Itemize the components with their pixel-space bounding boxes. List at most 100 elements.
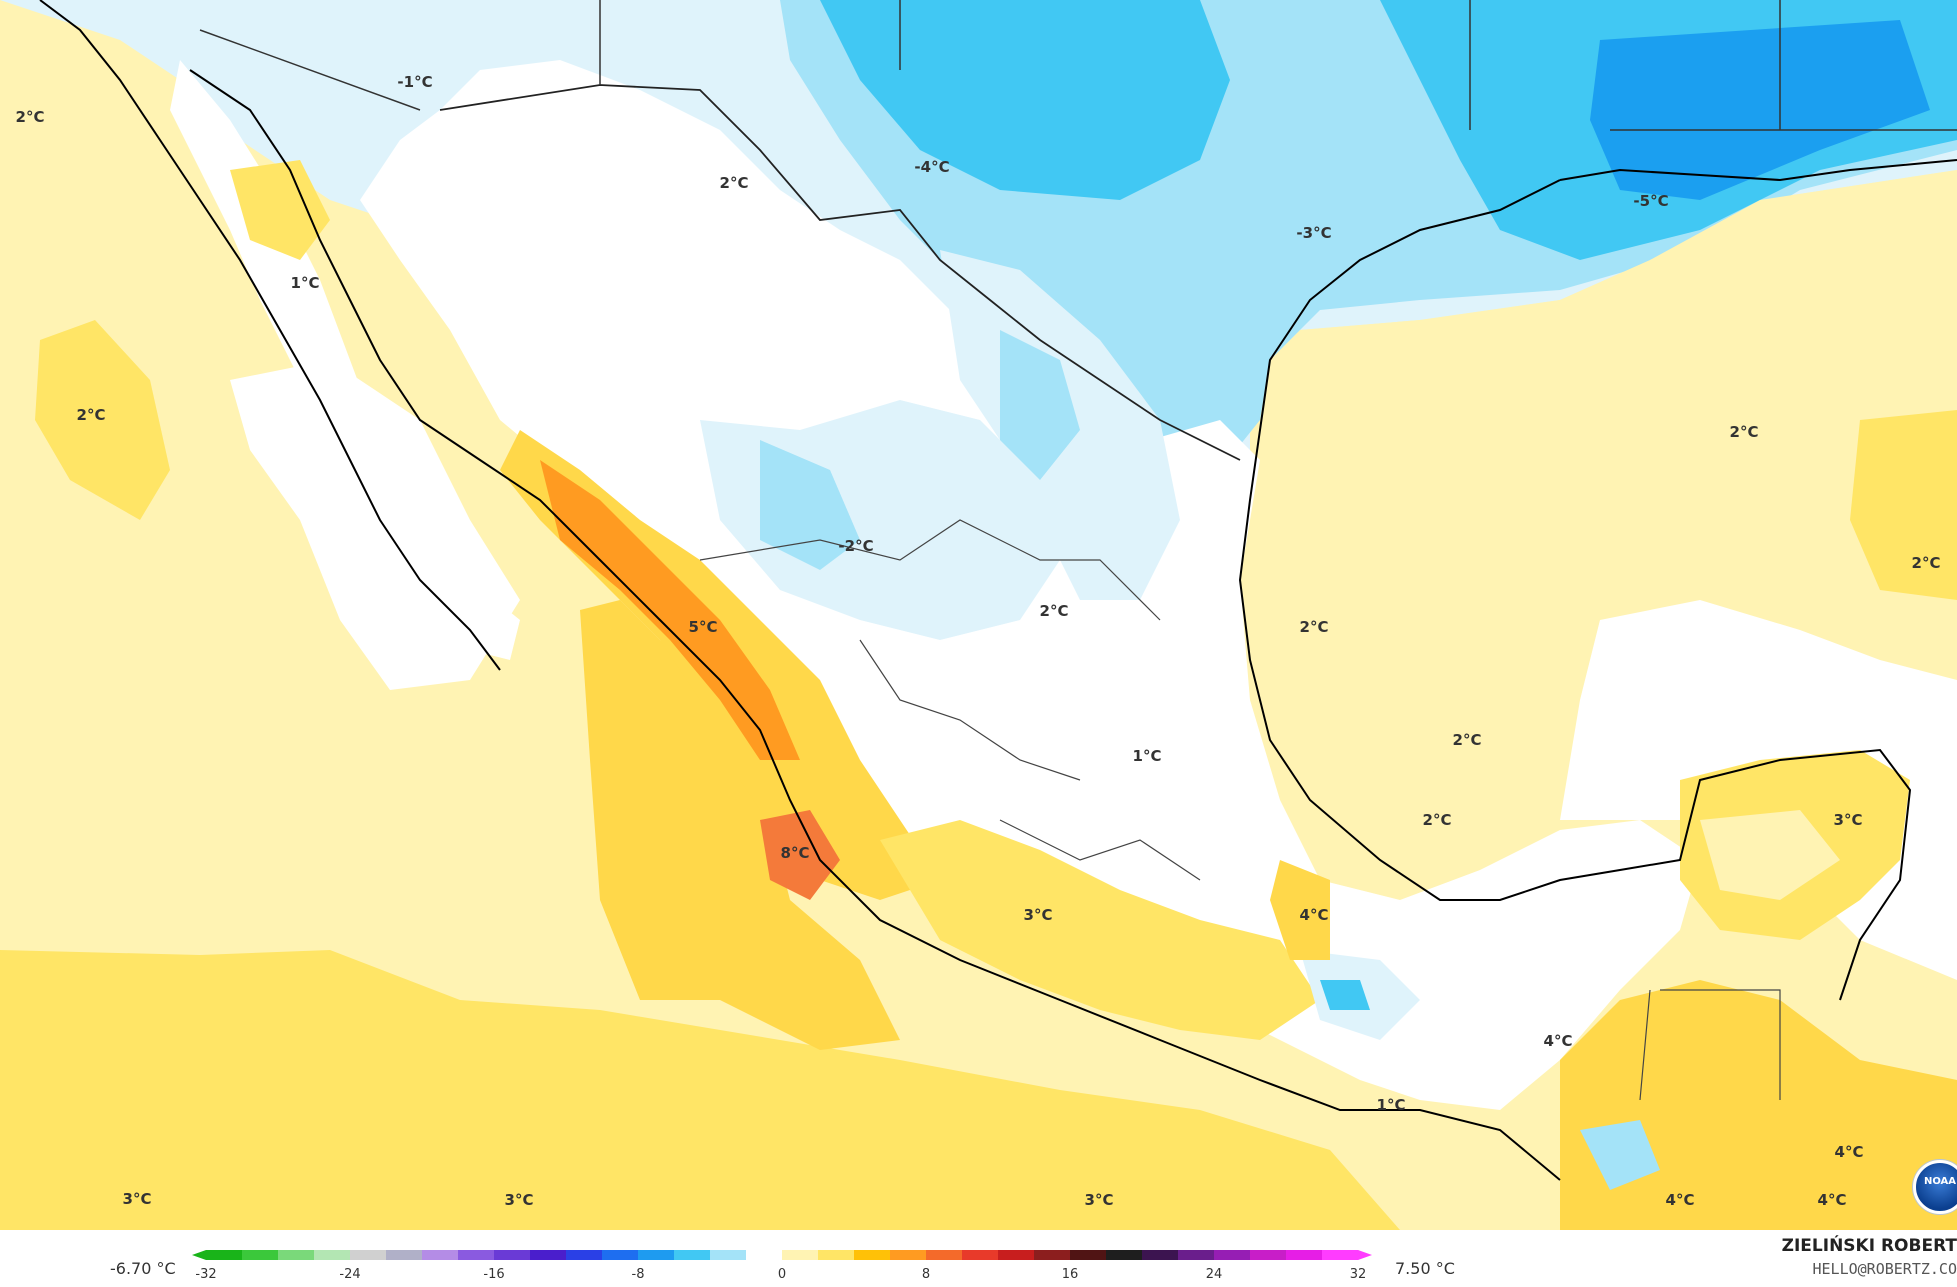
state-borders-mexico: [699, 519, 1781, 1101]
temp-label: 1°C: [1132, 747, 1162, 765]
temp-label: 1°C: [290, 274, 320, 292]
scale-tick-label: -8: [632, 1267, 645, 1280]
temp-label: 2°C: [1911, 554, 1941, 572]
scale-swatch: [566, 1250, 603, 1260]
central-america-warm: [1560, 980, 1957, 1230]
pacific-warm-zone: [0, 950, 1400, 1230]
scale-swatch: [1034, 1250, 1071, 1260]
scale-swatch: [602, 1250, 639, 1260]
temp-label: -3°C: [1296, 224, 1332, 242]
scale-swatch: [530, 1250, 567, 1260]
scale-swatch: [278, 1250, 315, 1260]
state-borders-us: [199, 0, 1957, 131]
scale-swatch: [1214, 1250, 1251, 1260]
scale-tick-label: 24: [1206, 1267, 1223, 1280]
temp-label: 1°C: [1376, 1096, 1406, 1114]
scale-tick-label: -16: [483, 1267, 504, 1280]
temp-label: 2°C: [15, 108, 45, 126]
pacific-coastline: [39, 0, 501, 671]
northeast-blue-patch: [1000, 330, 1080, 480]
temp-label: 5°C: [688, 618, 718, 636]
scale-swatch: [962, 1250, 999, 1260]
coldest-core: [1590, 20, 1930, 200]
temp-label: 2°C: [76, 406, 106, 424]
yucatan-inner: [1700, 810, 1840, 900]
us-gulf-coastline: [1559, 159, 1957, 182]
temp-label: 2°C: [1299, 618, 1329, 636]
temp-label: 2°C: [1422, 811, 1452, 829]
scale-swatch: [890, 1250, 927, 1260]
pacific-offshore-warm: [580, 600, 900, 1050]
temp-label: 4°C: [1834, 1143, 1864, 1161]
scale-swatch: [458, 1250, 495, 1260]
scale-tick-label: 16: [1062, 1267, 1079, 1280]
author-credit: ZIELIŃSKI ROBERT: [1781, 1236, 1957, 1256]
scale-swatch: [926, 1250, 963, 1260]
scale-swatch: [386, 1250, 423, 1260]
scale-swatch: [1322, 1250, 1359, 1260]
scale-tick-label: 8: [922, 1267, 930, 1280]
scale-swatch: [782, 1250, 819, 1260]
mexico-west-coastline: [189, 69, 1561, 1181]
author-email: HELLO@ROBERTZ.CO: [1812, 1260, 1957, 1278]
scale-swatch: [674, 1250, 711, 1260]
temp-label: 4°C: [1543, 1032, 1573, 1050]
scale-arrow-left: [192, 1250, 206, 1260]
noaa-logo: NOAA: [1913, 1160, 1957, 1214]
scale-swatch: [422, 1250, 459, 1260]
color-scale-bar: -32 -24 -16 -8 0 8 16 24 32: [192, 1250, 1372, 1280]
temperature-anomaly-map: [0, 0, 1957, 1230]
temp-label: 3°C: [1084, 1191, 1114, 1209]
temp-label: -1°C: [397, 73, 433, 91]
temp-label: -2°C: [838, 537, 874, 555]
temp-label: 4°C: [1665, 1191, 1695, 1209]
scale-swatch: [1178, 1250, 1215, 1260]
temp-label: -4°C: [914, 158, 950, 176]
us-mexico-border: [439, 84, 1241, 461]
temp-label: 2°C: [719, 174, 749, 192]
scale-swatch: [710, 1250, 747, 1260]
scale-swatch: [746, 1250, 783, 1260]
scale-swatch: [998, 1250, 1035, 1260]
sierra-madre-orange: [540, 460, 800, 760]
legend-max-label: 7.50 °C: [1395, 1259, 1455, 1278]
scale-swatch: [854, 1250, 891, 1260]
temp-label: 4°C: [1299, 906, 1329, 924]
plateau-blue-patch: [760, 440, 860, 570]
temp-label: -5°C: [1633, 192, 1669, 210]
temp-label: 2°C: [1452, 731, 1482, 749]
temp-label: 2°C: [1039, 602, 1069, 620]
scale-swatch: [1070, 1250, 1107, 1260]
scale-swatch: [1286, 1250, 1323, 1260]
temp-label: 8°C: [780, 844, 810, 862]
scale-swatch: [350, 1250, 387, 1260]
scale-swatch: [1106, 1250, 1143, 1260]
scale-arrow-right: [1358, 1250, 1372, 1260]
scale-swatch: [242, 1250, 279, 1260]
scale-tick-label: 32: [1350, 1267, 1367, 1280]
southern-warm-zone: [880, 820, 1320, 1040]
temp-label: 3°C: [122, 1190, 152, 1208]
temp-label: 3°C: [1023, 906, 1053, 924]
temp-label: 3°C: [504, 1191, 534, 1209]
baja-warm-patch: [230, 160, 330, 260]
jalisco-hot-spot: [760, 810, 840, 900]
gulf-warm-patch: [1850, 410, 1957, 600]
gulf-coastline: [1238, 179, 1912, 1001]
scale-swatch: [1142, 1250, 1179, 1260]
scale-swatch: [638, 1250, 675, 1260]
oaxaca-blue-patch: [1320, 980, 1370, 1010]
pacific-warm-patch: [35, 320, 170, 520]
veracruz-warm-patch: [1270, 860, 1330, 960]
scale-swatch: [314, 1250, 351, 1260]
guatemala-cool-patch: [1580, 1120, 1660, 1190]
legend-min-label: -6.70 °C: [110, 1259, 176, 1278]
map-canvas: [0, 0, 1957, 1230]
scale-tick-label: -32: [195, 1267, 216, 1280]
scale-swatch: [206, 1250, 243, 1260]
scale-swatch: [1250, 1250, 1287, 1260]
temp-label: 4°C: [1817, 1191, 1847, 1209]
temp-label: 3°C: [1833, 811, 1863, 829]
scale-tick-label: -24: [339, 1267, 360, 1280]
cold-core-west: [820, 0, 1230, 200]
